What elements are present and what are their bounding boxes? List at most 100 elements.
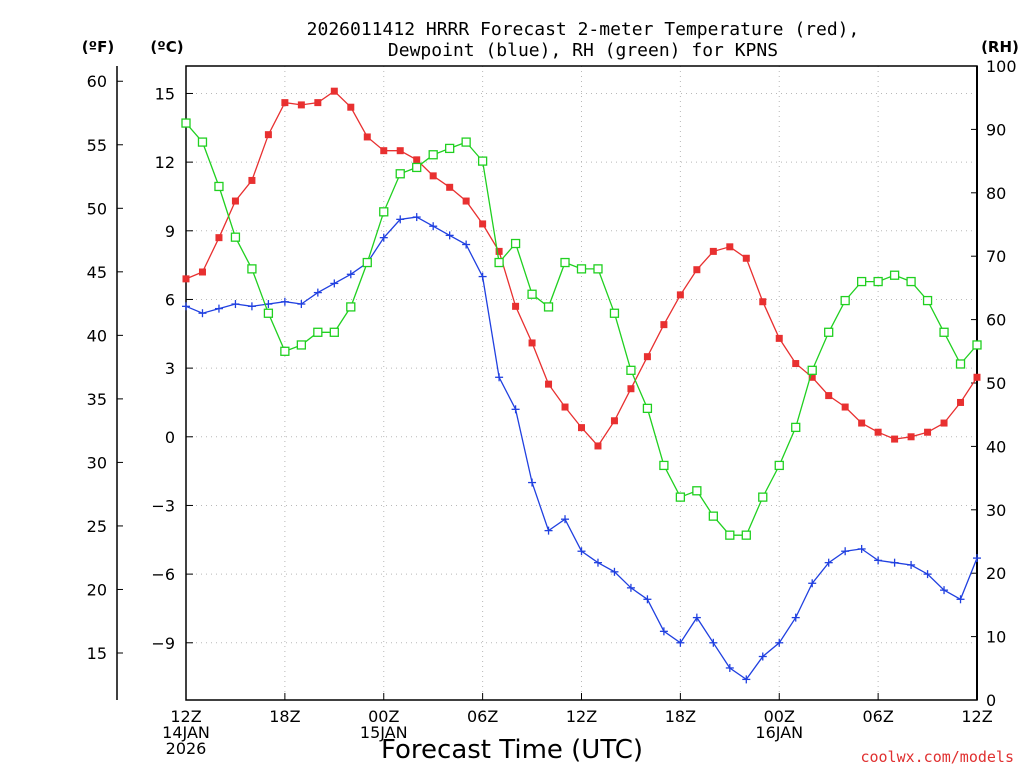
temperature-point [808, 373, 816, 381]
dewpoint-point [956, 595, 965, 604]
temperature-point [281, 99, 289, 107]
dewpoint-point [923, 570, 932, 579]
dewpoint-point [280, 297, 289, 306]
temperature-point [446, 183, 454, 191]
x-tick-label: 06Z [862, 707, 893, 726]
dewpoint-point [231, 300, 240, 309]
dewpoint-point [791, 613, 800, 622]
rh-point [379, 207, 389, 217]
dewpoint-point [643, 595, 652, 604]
temperature-point [545, 380, 553, 388]
dewpoint-point [429, 222, 438, 231]
rh-point [692, 486, 702, 496]
temperature-point [380, 147, 388, 155]
temperature-point [363, 133, 371, 141]
rh-point [329, 327, 339, 337]
rh-point [346, 302, 356, 312]
temperature-point [347, 103, 355, 111]
rh-unit-label: (RH) [981, 38, 1019, 56]
temperature-point [561, 403, 569, 411]
temperature-point [973, 373, 981, 381]
dewpoint-point [264, 300, 273, 309]
rh-point [510, 238, 521, 249]
rh-point [791, 422, 801, 433]
fahrenheit-tick-label: 50 [87, 199, 107, 218]
rh-point [214, 181, 224, 192]
dewpoint-point [544, 526, 553, 535]
watermark: coolwx.com/models [860, 748, 1014, 766]
celsius-tick-label: 6 [165, 290, 175, 309]
temperature-point [858, 419, 866, 427]
rh-point [824, 327, 834, 337]
dewpoint-point [330, 279, 339, 288]
fahrenheit-unit-label: (ºF) [82, 38, 114, 56]
dewpoint-point [874, 556, 883, 565]
dewpoint-point [346, 270, 355, 279]
dewpoint-point [907, 560, 916, 569]
fahrenheit-tick-label: 25 [87, 517, 107, 536]
rh-point [560, 257, 570, 268]
dewpoint-point [198, 309, 207, 318]
rh-point [708, 511, 718, 521]
rh-tick-label: 90 [986, 120, 1006, 139]
rh-point [609, 308, 620, 318]
grid-lines [185, 66, 978, 700]
fahrenheit-tick-label: 35 [87, 390, 107, 409]
temperature-point [330, 87, 338, 95]
rh-point [873, 276, 883, 287]
temperature-point [759, 298, 767, 306]
dewpoint-point [742, 675, 751, 684]
temperature-point [643, 353, 651, 361]
dewpoint-point [692, 613, 701, 622]
rh-point [906, 276, 916, 287]
rh-point [461, 137, 471, 147]
temperature-point [429, 172, 437, 180]
rh-tick-label: 60 [986, 311, 1006, 330]
dewpoint-point [626, 583, 635, 592]
x-tick-label: 15JAN [360, 723, 408, 742]
temperature-point [297, 101, 305, 109]
temperature-point [231, 197, 239, 205]
x-tick-label: 12Z [961, 707, 992, 726]
dewpoint-point [528, 478, 537, 487]
celsius-tick-label: 15 [155, 84, 175, 103]
x-tick-label: 14JAN [162, 723, 210, 742]
rh-point [840, 295, 850, 306]
dewpoint-point [313, 288, 322, 297]
rh-point [576, 264, 587, 274]
rh-tick-label: 0 [986, 691, 996, 710]
x-tick-label: 12Z [170, 707, 201, 726]
dewpoint-point [182, 302, 190, 311]
rh-point [626, 365, 636, 375]
dewpoint-point [940, 586, 949, 595]
dewpoint-point [593, 558, 602, 567]
temperature-point [709, 247, 717, 255]
rh-point [543, 302, 554, 312]
dewpoint-point [808, 579, 817, 588]
temperature-point [693, 266, 701, 274]
temperature-point [676, 291, 684, 299]
temperature-point [248, 176, 256, 184]
dewpoint-point [445, 231, 454, 240]
rh-point [758, 492, 768, 502]
series-group [181, 87, 982, 684]
rh-point [659, 460, 669, 471]
rh-point [181, 118, 191, 128]
rh-point [972, 340, 982, 350]
rh-point [247, 264, 257, 274]
rh-point [642, 403, 653, 414]
rh-point [889, 270, 900, 280]
temperature-point [825, 392, 833, 400]
dewpoint-point [841, 547, 850, 556]
rh-tick-label: 20 [986, 564, 1006, 583]
rh-point [230, 232, 241, 242]
rh-tick-label: 10 [986, 628, 1006, 647]
dewpoint-point [659, 627, 668, 636]
x-tick-label: 06Z [467, 707, 498, 726]
temperature-point [198, 268, 206, 276]
dewpoint-point [462, 240, 471, 249]
rh-tick-label: 40 [986, 437, 1006, 456]
rh-point [741, 530, 751, 540]
x-tick-label: 00Z [764, 707, 795, 726]
